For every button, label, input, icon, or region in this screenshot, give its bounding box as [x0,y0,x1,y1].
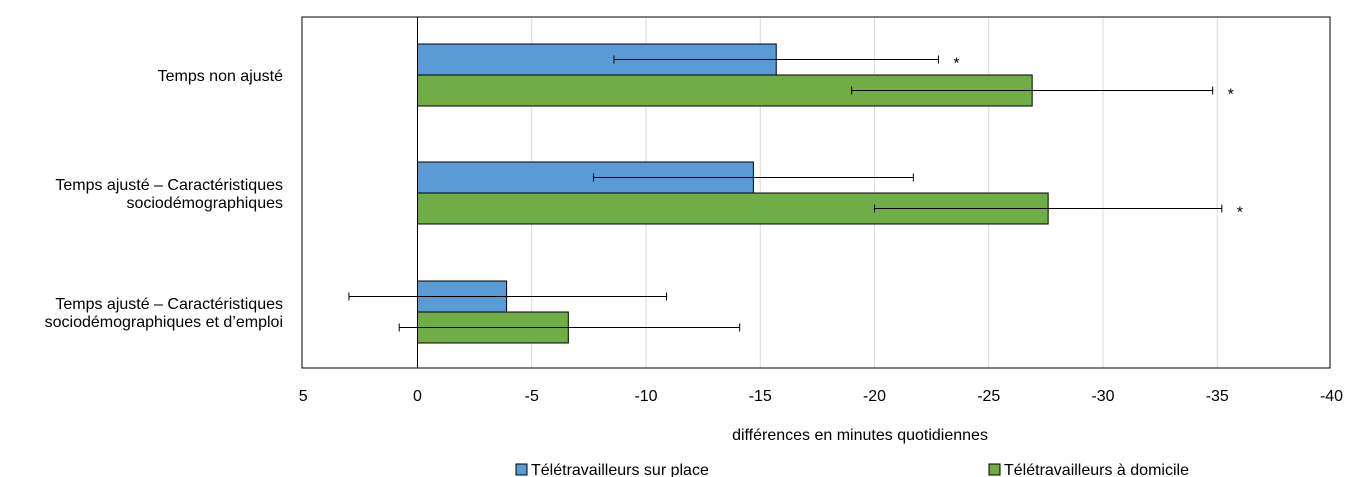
bars [417,43,1049,344]
significance-marker: * [953,56,959,73]
x-tick-label: -40 [1320,388,1343,405]
category-label: sociodémographiques et d’emploi [45,314,283,331]
significance-markers: * * * [953,56,1243,222]
category-label: Temps ajusté – Caractéristiques [55,296,283,313]
significance-marker: * [1228,87,1234,104]
legend-label: Télétravailleurs à domicile [1004,462,1189,477]
x-tick-label: -30 [1091,388,1114,405]
category-label: Temps ajusté – Caractéristiques [55,177,283,194]
x-tick-label: 0 [413,388,422,405]
error-bars [348,55,1223,332]
category-labels: Temps non ajusté Temps ajusté – Caractéri… [45,68,283,331]
category-label: Temps non ajusté [158,68,284,85]
plot-area-frame [301,16,1331,369]
x-tick-label: 5 [299,388,308,405]
x-tick-label: -15 [749,388,772,405]
legend-swatch [515,463,528,476]
x-tick-label: -35 [1206,388,1229,405]
legend-label: Télétravailleurs sur place [531,462,709,477]
x-tick-label: -25 [977,388,1000,405]
x-tick-label: -5 [525,388,539,405]
x-tick-label: -10 [634,388,657,405]
category-label: sociodémographiques [126,195,283,212]
x-axis-tick-labels: 5 0 -5 -10 -15 -20 -25 -30 -35 -40 [299,388,1343,405]
legend-swatch [988,463,1001,476]
x-axis-title: différences en minutes quotidiennes [732,427,988,444]
x-tick-label: -20 [863,388,886,405]
significance-marker: * [1237,205,1243,222]
legend: Télétravailleurs sur place Télétravailleu… [515,462,1189,477]
